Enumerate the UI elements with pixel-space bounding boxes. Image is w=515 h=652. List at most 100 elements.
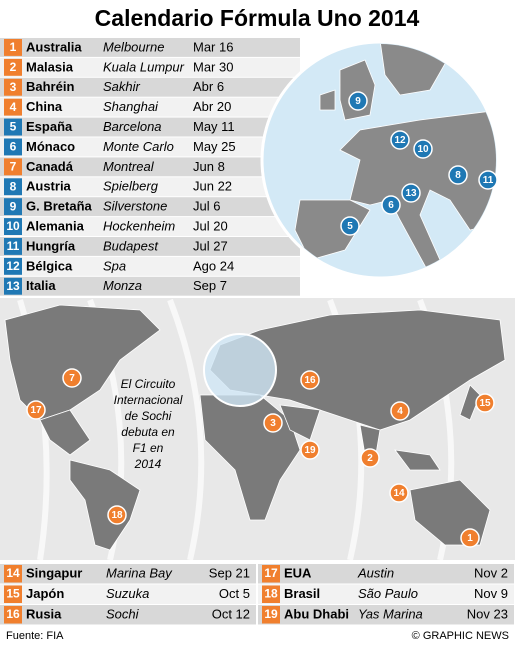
row-number: 14	[6, 566, 20, 580]
city: Silverstone	[103, 199, 167, 214]
marker	[263, 413, 283, 433]
country: EUA	[284, 565, 312, 580]
city: Spa	[103, 258, 126, 273]
row-bg	[0, 38, 300, 57]
row-bg	[258, 605, 514, 625]
country: Canadá	[26, 159, 74, 174]
num-box	[4, 158, 22, 176]
num-box	[4, 39, 22, 56]
date: Ago 24	[193, 258, 234, 273]
num-box	[4, 138, 22, 156]
marker	[448, 165, 468, 185]
row-bg	[0, 276, 300, 296]
marker-label: 16	[304, 375, 316, 386]
date: Mar 16	[193, 39, 233, 54]
num-box	[4, 565, 22, 583]
num-box	[4, 585, 22, 603]
country: Austria	[26, 179, 72, 194]
city: Montreal	[103, 159, 155, 174]
marker-label: 14	[393, 488, 405, 499]
country: Abu Dhabi	[284, 606, 349, 621]
date: May 25	[193, 139, 236, 154]
city: Sakhir	[103, 79, 141, 94]
marker	[390, 401, 410, 421]
num-box	[4, 58, 22, 76]
date: Jul 20	[193, 218, 228, 233]
date: Sep 7	[193, 278, 227, 293]
source: Fuente: FIA	[6, 630, 64, 642]
marker-label: 7	[69, 373, 75, 384]
row-bg	[0, 237, 300, 256]
date: Jun 22	[193, 179, 232, 194]
country: Australia	[26, 39, 82, 54]
world-map	[0, 298, 515, 561]
marker-label: 19	[304, 445, 316, 456]
country: China	[26, 99, 63, 114]
annotation-line: F1 en	[133, 441, 164, 455]
city: Yas Marina	[358, 606, 423, 621]
row-bg	[0, 97, 300, 117]
city: Marina Bay	[106, 565, 173, 580]
row-number: 2	[10, 60, 17, 74]
num-box	[4, 118, 22, 136]
row-number: 11	[7, 239, 20, 253]
marker-label: 3	[270, 418, 276, 429]
row-bg	[0, 77, 300, 97]
row-bg	[0, 256, 300, 276]
marker-label: 10	[417, 144, 429, 155]
num-box	[4, 238, 22, 255]
marker	[300, 370, 320, 390]
country: G. Bretaña	[26, 199, 93, 214]
num-box	[4, 198, 22, 216]
marker-label: 17	[30, 405, 42, 416]
row-bg	[0, 564, 256, 584]
marker-label: 12	[394, 135, 406, 146]
row-number: 19	[264, 607, 278, 621]
date: Mar 30	[193, 59, 233, 74]
num-box	[4, 257, 22, 275]
city: São Paulo	[358, 586, 418, 601]
num-box	[4, 98, 22, 116]
annotation-line: 2014	[134, 457, 162, 471]
row-number: 5	[10, 120, 17, 134]
marker	[389, 483, 409, 503]
date: Nov 2	[474, 565, 508, 580]
city: Budapest	[103, 238, 159, 253]
marker	[62, 368, 82, 388]
marker-label: 18	[111, 510, 123, 521]
marker	[390, 130, 410, 150]
city: Monza	[103, 278, 142, 293]
num-box	[4, 277, 22, 295]
num-box	[262, 565, 280, 583]
city: Kuala Lumpur	[103, 59, 185, 74]
date: Jul 27	[193, 238, 228, 253]
row-number: 4	[10, 100, 17, 114]
row-number: 13	[6, 279, 20, 293]
date: Abr 20	[193, 99, 231, 114]
row-number: 8	[10, 179, 17, 193]
row-bg	[0, 177, 300, 197]
marker	[413, 139, 433, 159]
marker	[460, 528, 480, 548]
marker	[475, 393, 495, 413]
country: Italia	[26, 278, 56, 293]
city: Suzuka	[106, 586, 149, 601]
row-number: 18	[264, 587, 278, 601]
date: Nov 9	[474, 586, 508, 601]
annotation-line: Internacional	[114, 393, 183, 407]
country: Bahréin	[26, 79, 74, 94]
marker-label: 2	[367, 453, 373, 464]
date: Jun 8	[193, 159, 225, 174]
row-bg	[0, 57, 300, 77]
row-number: 10	[6, 219, 20, 233]
city: Shanghai	[103, 99, 159, 114]
city: Melbourne	[103, 39, 164, 54]
annotation-line: de Sochi	[125, 409, 172, 423]
num-box	[262, 606, 280, 624]
marker	[107, 505, 127, 525]
country: Alemania	[26, 218, 85, 233]
city: Sochi	[106, 606, 140, 621]
row-number: 16	[6, 607, 20, 621]
marker-label: 13	[405, 188, 417, 199]
